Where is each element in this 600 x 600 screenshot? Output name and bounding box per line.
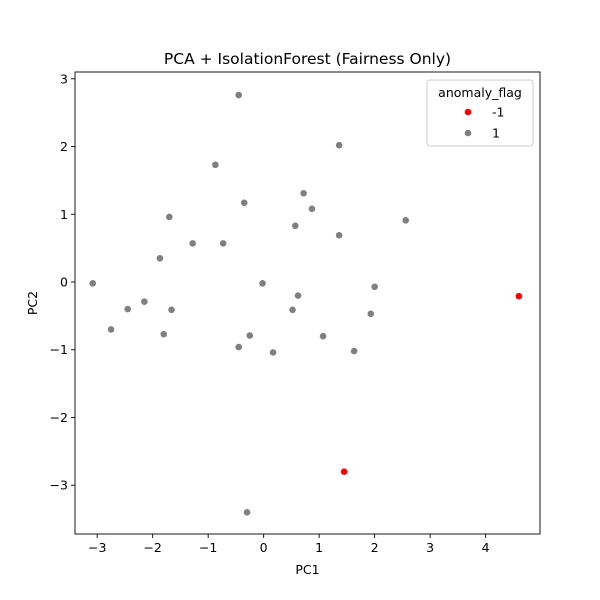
normal-point	[258, 279, 267, 288]
legend-title: anomaly_flag	[438, 85, 522, 100]
normal-point	[291, 221, 300, 230]
normal-point	[188, 239, 197, 248]
y-tick-label: 2	[60, 139, 68, 154]
x-tick-label: −3	[88, 540, 106, 555]
normal-point	[165, 213, 174, 221]
normal-point	[155, 254, 164, 263]
legend-label-anomaly: -1	[492, 105, 504, 120]
normal-point	[167, 305, 176, 314]
y-tick-label: 3	[60, 71, 68, 86]
anomaly-point	[515, 292, 523, 301]
normal-point	[335, 141, 344, 150]
legend: anomaly_flag -1 1	[426, 79, 534, 147]
x-tick-label: −2	[143, 540, 161, 555]
x-tick-label: −1	[199, 540, 217, 555]
y-tick-label: 1	[60, 207, 68, 222]
normal-point	[88, 279, 97, 288]
normal-point	[211, 160, 220, 169]
x-tick-label: 0	[260, 540, 268, 555]
normal-point	[366, 309, 375, 318]
normal-point	[140, 297, 149, 306]
y-axis-label: PC2	[25, 291, 40, 315]
normal-point	[299, 189, 308, 198]
normal-point	[350, 347, 359, 355]
x-tick-label: 1	[315, 540, 323, 555]
x-axis-label: PC1	[295, 562, 319, 577]
y-tick-label: −2	[50, 410, 68, 425]
legend-box	[426, 79, 534, 147]
normal-point	[234, 91, 243, 99]
x-tick-label: 4	[482, 540, 490, 555]
legend-marker-anomaly	[464, 108, 472, 116]
y-tick-label: −1	[50, 342, 68, 357]
chart-title: PCA + IsolationForest (Fairness Only)	[164, 50, 451, 68]
normal-point	[335, 231, 344, 240]
anomaly-point	[340, 467, 349, 476]
normal-point	[243, 508, 251, 517]
normal-point	[319, 332, 327, 341]
legend-label-normal: 1	[492, 126, 500, 141]
normal-point	[370, 282, 379, 291]
normal-point	[219, 239, 228, 248]
normal-point	[288, 305, 297, 314]
normal-point	[240, 198, 249, 207]
normal-point	[401, 216, 410, 225]
normal-point	[245, 331, 254, 340]
normal-point	[294, 291, 302, 300]
x-tick-label: 2	[371, 540, 379, 555]
normal-point	[308, 204, 316, 213]
axis-ticks: −3 −2 −1 0 1 2 3 4 −3 −2 −1 0 1 2 3	[50, 71, 490, 555]
x-tick-label: 3	[426, 540, 434, 555]
normal-point	[107, 325, 115, 334]
normal-point	[123, 305, 132, 313]
normal-point	[159, 330, 168, 339]
plot-area-frame	[74, 71, 541, 535]
normal-point	[269, 348, 277, 357]
y-tick-label: −3	[50, 478, 68, 493]
legend-marker-normal	[464, 129, 472, 137]
normal-point	[234, 343, 243, 351]
data-points	[88, 91, 523, 517]
y-tick-label: 0	[60, 275, 68, 290]
